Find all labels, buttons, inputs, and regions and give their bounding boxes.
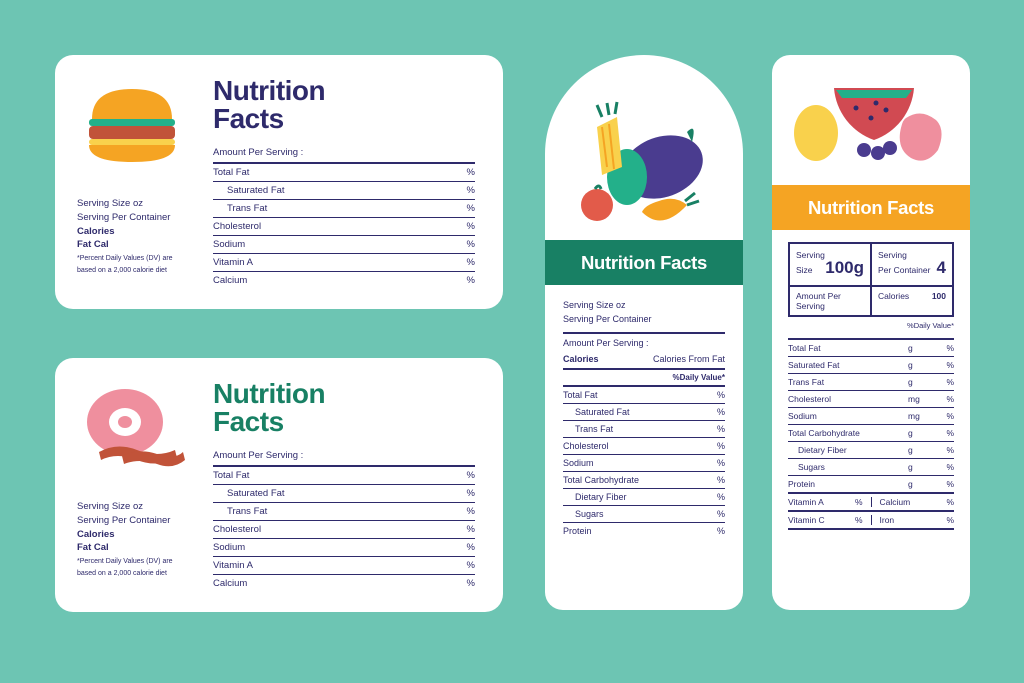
nutrient-row: Calcium% bbox=[213, 574, 475, 592]
nutrient-row: Trans Fatg% bbox=[788, 373, 954, 390]
nutrient-row: Total Fatg% bbox=[788, 338, 954, 356]
nutrient-row: Sodiummg% bbox=[788, 407, 954, 424]
card1-title: NutritionFacts bbox=[213, 77, 475, 133]
serving-size: Serving Size oz bbox=[77, 500, 203, 514]
calories-row: Calories Calories From Fat bbox=[563, 351, 725, 368]
amount-per-serving: Amount Per Serving : bbox=[213, 450, 475, 461]
nutrient-row: Sodium% bbox=[213, 235, 475, 253]
serving-per: Serving Per Container bbox=[77, 514, 203, 528]
nutrition-card-fruit: Nutrition Facts Serving Size 100g Servin… bbox=[772, 55, 970, 610]
nutrient-row: Sodium% bbox=[563, 454, 725, 471]
fatcal: Fat Cal bbox=[77, 541, 203, 555]
burger-icon bbox=[77, 77, 187, 167]
note1: *Percent Daily Values (DV) are bbox=[77, 558, 203, 567]
card3-band: Nutrition Facts bbox=[545, 240, 743, 285]
nutrient-row: Cholesterol% bbox=[213, 217, 475, 235]
nutrient-row: Saturated Fat% bbox=[563, 403, 725, 420]
serving-per: Serving Per Container bbox=[563, 313, 725, 327]
calories: Calories bbox=[77, 225, 203, 239]
nutrition-card-meat: Serving Size oz Serving Per Container Ca… bbox=[55, 358, 503, 612]
nutrient-row: Dietary Fiber% bbox=[563, 488, 725, 505]
veg-image-area bbox=[545, 55, 743, 240]
card2-left-col: Serving Size oz Serving Per Container Ca… bbox=[55, 358, 213, 612]
card3-body: Serving Size oz Serving Per Container Am… bbox=[545, 285, 743, 539]
nutrient-row: Saturated Fat% bbox=[213, 484, 475, 502]
card2-title: NutritionFacts bbox=[213, 380, 475, 436]
nutrient-row: Sodium% bbox=[213, 538, 475, 556]
serving-size-value: 100g bbox=[825, 258, 864, 278]
nutrient-row: Protein% bbox=[563, 522, 725, 539]
nutrient-row: Sugarsg% bbox=[788, 458, 954, 475]
serving-per-value: 4 bbox=[937, 258, 946, 278]
fruit-image-area bbox=[772, 55, 970, 185]
fruits-icon bbox=[786, 68, 956, 173]
daily-value-header: %Daily Value* bbox=[788, 317, 954, 338]
nutrient-row: Total Fat% bbox=[563, 386, 725, 403]
nutrition-card-veg: Nutrition Facts Serving Size oz Serving … bbox=[545, 55, 743, 610]
fatcal: Fat Cal bbox=[77, 238, 203, 252]
nutrient-row: Trans Fat% bbox=[563, 420, 725, 437]
meat-icon bbox=[77, 380, 187, 470]
nutrient-row: Total Fat% bbox=[213, 465, 475, 484]
note1: *Percent Daily Values (DV) are bbox=[77, 255, 203, 264]
nutrient-row: Saturated Fatg% bbox=[788, 356, 954, 373]
serving-size: Serving Size oz bbox=[77, 197, 203, 211]
card1-left-col: Serving Size oz Serving Per Container Ca… bbox=[55, 55, 213, 309]
serving-per: Serving Per Container bbox=[77, 211, 203, 225]
nutrient-row: Vitamin A% bbox=[213, 556, 475, 574]
serving-box: Serving Size 100g Serving Per Container … bbox=[788, 242, 954, 287]
nutrient-row: Proteing% bbox=[788, 475, 954, 492]
nutrient-row: Total Fat% bbox=[213, 162, 475, 181]
note2: based on a 2,000 calorie diet bbox=[77, 570, 203, 579]
card2-right-col: NutritionFacts Amount Per Serving : Tota… bbox=[213, 358, 503, 612]
nutrient-row: Vitamin A% bbox=[213, 253, 475, 271]
amount-per-serving: Amount Per Serving : bbox=[563, 332, 725, 351]
nutrient-row: Total Carbohydrate% bbox=[563, 471, 725, 488]
nutrient-row: Trans Fat% bbox=[213, 199, 475, 217]
daily-value-header: %Daily Value* bbox=[563, 368, 725, 386]
nutrient-row: Cholesterol% bbox=[563, 437, 725, 454]
calories-box: Amount Per Serving Calories100 bbox=[788, 287, 954, 317]
nutrient-row: Saturated Fat% bbox=[213, 181, 475, 199]
amount-per-serving: Amount Per Serving : bbox=[213, 147, 475, 158]
serving-size: Serving Size oz bbox=[563, 299, 725, 313]
vitamin-row: Vitamin A%Calcium% bbox=[788, 492, 954, 512]
nutrient-row: Dietary Fiberg% bbox=[788, 441, 954, 458]
nutrient-row: Cholesterolmg% bbox=[788, 390, 954, 407]
nutrient-row: Total Carbohydrateg% bbox=[788, 424, 954, 441]
card4-band: Nutrition Facts bbox=[772, 185, 970, 230]
nutrient-row: Cholesterol% bbox=[213, 520, 475, 538]
nutrient-row: Sugars% bbox=[563, 505, 725, 522]
vegetables-icon bbox=[567, 97, 722, 232]
nutrient-row: Trans Fat% bbox=[213, 502, 475, 520]
calories: Calories bbox=[77, 528, 203, 542]
nutrient-row: Calcium% bbox=[213, 271, 475, 289]
note2: based on a 2,000 calorie diet bbox=[77, 267, 203, 276]
nutrition-card-burger: Serving Size oz Serving Per Container Ca… bbox=[55, 55, 503, 309]
card4-body: Serving Size 100g Serving Per Container … bbox=[772, 230, 970, 530]
card1-right-col: NutritionFacts Amount Per Serving : Tota… bbox=[213, 55, 503, 309]
vitamin-row: Vitamin C%Iron% bbox=[788, 512, 954, 530]
